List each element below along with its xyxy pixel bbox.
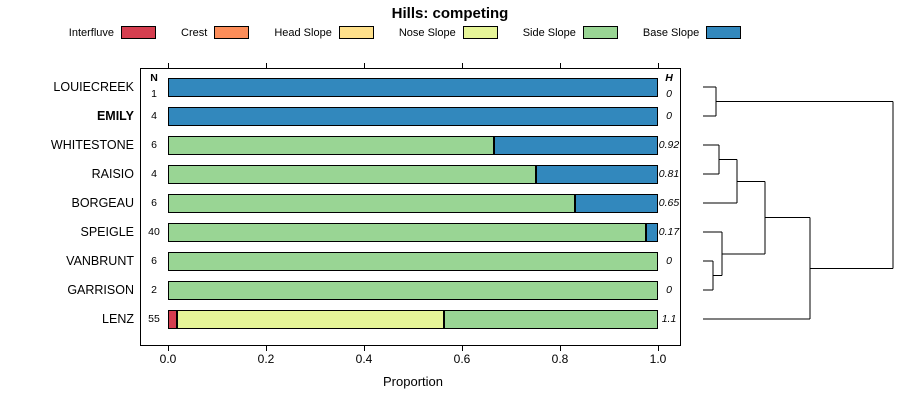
legend-label: Crest — [181, 26, 208, 39]
legend-label: Side Slope — [522, 26, 576, 39]
x-tick-label: 1.0 — [649, 352, 667, 366]
n-value: 1 — [151, 88, 157, 100]
h-value: 1.1 — [661, 313, 677, 325]
x-axis-title: Proportion — [383, 374, 443, 389]
legend-swatch — [582, 26, 618, 39]
x-tick-bottom — [657, 346, 659, 351]
legend-item: Head Slope — [274, 26, 374, 39]
bar-segment — [444, 309, 658, 329]
bar-segment — [168, 164, 536, 184]
bar-segment — [494, 135, 658, 155]
bar-segment — [536, 164, 658, 184]
h-column-header: H — [665, 72, 673, 84]
h-value: 0 — [666, 284, 672, 296]
row-label: BORGEAU — [71, 196, 134, 210]
h-value: 0 — [666, 110, 672, 122]
x-tick-label: 0.4 — [355, 352, 373, 366]
x-tick-top — [265, 63, 267, 68]
n-value: 6 — [151, 255, 157, 267]
legend-item: Base Slope — [642, 26, 742, 39]
bar-segment — [575, 193, 658, 213]
bar-segment — [177, 309, 444, 329]
bar-segment — [168, 309, 177, 329]
row-label: VANBRUNT — [66, 254, 134, 268]
chart-title: Hills: competing — [391, 5, 509, 22]
x-tick-bottom — [559, 346, 561, 351]
bar-segment — [646, 222, 658, 242]
n-column-header: N — [150, 72, 158, 84]
n-value: 4 — [151, 110, 157, 122]
bar-segment — [168, 280, 658, 300]
x-tick-top — [167, 63, 169, 68]
legend-label: Interfluve — [68, 26, 115, 39]
legend-swatch — [706, 26, 742, 39]
x-tick-label: 0.0 — [159, 352, 177, 366]
h-value: 0.65 — [658, 197, 680, 209]
bar-segment — [168, 135, 494, 155]
row-label: EMILY — [96, 109, 134, 123]
h-value: 0 — [666, 255, 672, 267]
bar-segment — [168, 251, 658, 271]
legend-item: Side Slope — [523, 26, 618, 39]
row-label: RAISIO — [91, 167, 134, 181]
row-label: LOUIECREEK — [53, 80, 134, 94]
legend-swatch — [338, 26, 374, 39]
row-label: LENZ — [102, 312, 134, 326]
legend: Interfluve Crest Head Slope Nose Slope Side … — [0, 26, 810, 39]
h-value: 0 — [666, 88, 672, 100]
x-tick-bottom — [167, 346, 169, 351]
x-tick-label: 0.8 — [551, 352, 569, 366]
x-tick-label: 0.2 — [257, 352, 275, 366]
n-value: 40 — [148, 226, 160, 238]
row-label: GARRISON — [67, 283, 134, 297]
x-tick-label: 0.6 — [453, 352, 471, 366]
bar-segment — [168, 193, 575, 213]
n-value: 6 — [151, 139, 157, 151]
legend-label: Nose Slope — [398, 26, 456, 39]
n-value: 2 — [151, 284, 157, 296]
legend-label: Base Slope — [642, 26, 700, 39]
legend-item: Nose Slope — [399, 26, 498, 39]
n-value: 4 — [151, 168, 157, 180]
x-tick-top — [461, 63, 463, 68]
x-tick-top — [657, 63, 659, 68]
x-tick-top — [559, 63, 561, 68]
x-tick-bottom — [363, 346, 365, 351]
x-tick-bottom — [265, 346, 267, 351]
legend-swatch — [214, 26, 250, 39]
row-label: SPEIGLE — [80, 225, 135, 239]
bar-segment — [168, 222, 646, 242]
n-value: 6 — [151, 197, 157, 209]
legend-swatch — [121, 26, 157, 39]
h-value: 0.17 — [658, 226, 680, 238]
h-value: 0.81 — [658, 168, 680, 180]
x-tick-bottom — [461, 346, 463, 351]
x-tick-top — [363, 63, 365, 68]
row-label: WHITESTONE — [50, 138, 134, 152]
legend-label: Head Slope — [274, 26, 332, 39]
bar-segment — [168, 106, 658, 126]
legend-item: Interfluve — [68, 26, 157, 39]
legend-swatch — [462, 26, 498, 39]
h-value: 0.92 — [658, 139, 680, 151]
n-value: 55 — [148, 313, 160, 325]
bar-segment — [168, 77, 658, 97]
legend-item: Crest — [181, 26, 250, 39]
